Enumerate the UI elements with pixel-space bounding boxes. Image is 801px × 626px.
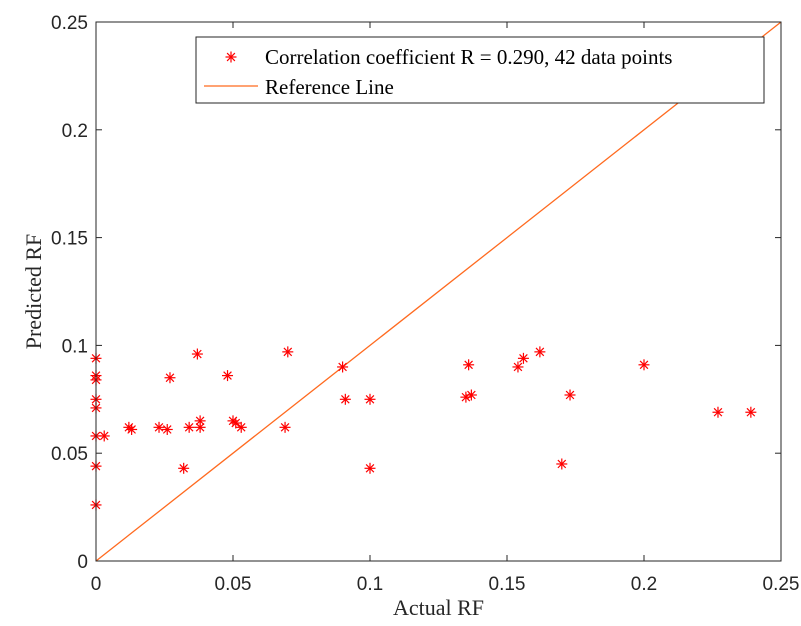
y-tick-label: 0.2 <box>62 121 88 142</box>
data-point <box>279 421 291 433</box>
data-point <box>337 361 349 373</box>
legend-marker-asterisk <box>225 51 237 63</box>
data-point <box>463 359 475 371</box>
data-point <box>222 370 234 382</box>
y-axis-title: Predicted RF <box>21 234 46 350</box>
x-tick-label: 0.15 <box>489 574 526 595</box>
y-tick-label: 0.1 <box>62 336 88 357</box>
data-point <box>230 417 242 429</box>
data-point <box>745 406 757 418</box>
data-point <box>153 421 165 433</box>
legend-box <box>195 36 765 104</box>
data-point <box>465 389 477 401</box>
data-point <box>339 393 351 405</box>
plot-area-frame <box>95 21 782 562</box>
x-tick-label: 0.2 <box>631 574 657 595</box>
legend-entry-scatter: Correlation coefficient R = 0.290, 42 da… <box>265 45 672 69</box>
legend-entry-reference: Reference Line <box>265 75 394 99</box>
data-point <box>282 346 294 358</box>
data-point <box>178 462 190 474</box>
reference-line <box>95 21 782 562</box>
data-point <box>364 462 376 474</box>
data-point <box>235 421 247 433</box>
x-tick-label: 0.05 <box>215 574 252 595</box>
reference-line-layer <box>95 21 782 562</box>
data-point <box>126 423 138 435</box>
y-tick-label: 0.25 <box>51 13 88 34</box>
y-tick-label: 0 <box>77 552 88 573</box>
y-tick-label: 0.05 <box>51 444 88 465</box>
data-point <box>161 423 173 435</box>
data-point <box>194 421 206 433</box>
data-point <box>183 421 195 433</box>
x-axis: 0 0.05 0.1 0.15 0.2 0.25 <box>91 22 800 595</box>
legend-asterisk-icon <box>225 51 237 63</box>
data-point <box>460 391 472 403</box>
data-point <box>534 346 546 358</box>
data-point <box>556 458 568 470</box>
data-point <box>191 348 203 360</box>
legend: Correlation coefficient R = 0.290, 42 da… <box>195 36 765 104</box>
data-point <box>712 406 724 418</box>
x-tick-label: 0 <box>91 574 102 595</box>
data-point <box>98 430 110 442</box>
data-point <box>512 361 524 373</box>
data-point <box>194 415 206 427</box>
data-point <box>364 393 376 405</box>
data-point <box>564 389 576 401</box>
data-point <box>638 359 650 371</box>
x-axis-title: Actual RF <box>393 595 484 620</box>
y-tick-label: 0.15 <box>51 229 88 250</box>
x-tick-label: 0.1 <box>357 574 383 595</box>
y-axis: 0 0.05 0.1 0.15 0.2 0.25 <box>51 13 781 573</box>
data-point <box>517 352 529 364</box>
scatter-points-layer <box>90 346 757 511</box>
data-point <box>164 372 176 384</box>
x-tick-label: 0.25 <box>763 574 800 595</box>
